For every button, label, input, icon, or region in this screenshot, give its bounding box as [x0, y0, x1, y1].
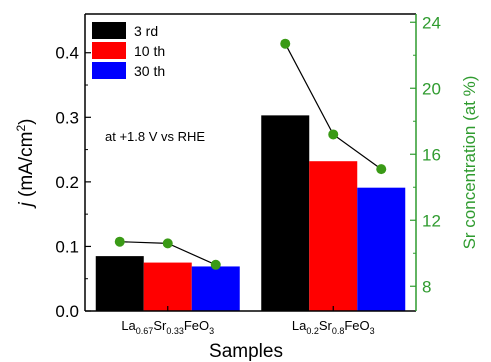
- legend-swatch-1: [92, 22, 126, 39]
- legend-label-3: 30 th: [134, 63, 165, 79]
- sr-point-1-1: [114, 236, 125, 247]
- y-tick-label-4: 0.3: [55, 108, 79, 127]
- bar-3-2: [357, 187, 406, 311]
- bar-3-1: [191, 266, 240, 311]
- y-right-tick-label-3: 16: [422, 145, 441, 164]
- sr-point-2-2: [328, 129, 339, 140]
- y-right-tick-label-2: 12: [422, 211, 441, 230]
- sr-point-2-1: [280, 38, 291, 49]
- legend-label-2: 10 th: [134, 43, 165, 59]
- x-tick-label-2: La0.2Sr0.8FeO3: [292, 318, 375, 336]
- legend-swatch-3: [92, 62, 126, 79]
- sr-point-1-2: [162, 238, 173, 249]
- y-axis-title: j (mA/cm2): [14, 119, 37, 210]
- chart-annotation: at +1.8 V vs RHE: [105, 129, 205, 144]
- y-right-axis-title: Sr concentration (at %): [460, 76, 479, 250]
- bar-2-2: [309, 161, 358, 311]
- sr-point-1-3: [210, 259, 221, 270]
- bar-1-2: [261, 115, 310, 311]
- bar-2-1: [143, 262, 192, 311]
- y-tick-label-2: 0.1: [55, 237, 79, 256]
- sr-point-2-3: [376, 164, 387, 175]
- x-axis-title: Samples: [209, 341, 283, 362]
- y-right-tick-label-4: 20: [422, 79, 441, 98]
- legend-label-1: 3 rd: [134, 23, 158, 39]
- y-tick-label-1: 0.0: [55, 302, 79, 321]
- bars-layer: [95, 115, 406, 311]
- y-right-tick-label-1: 8: [422, 277, 431, 296]
- y-tick-label-5: 0.4: [55, 44, 79, 63]
- legend-layer: 3 rd 10 th 30 th: [92, 22, 165, 79]
- x-tick-label-1: La0.67Sr0.33FeO3: [121, 318, 214, 336]
- lines-layer: [114, 38, 387, 270]
- axes-layer: 0.0 0.1 0.2 0.3 0.4 8 12 16 20 24 La0.67Sr0.33FeO3…: [14, 13, 479, 336]
- y-right-tick-label-5: 24: [422, 13, 441, 32]
- y-tick-label-3: 0.2: [55, 173, 79, 192]
- bar-1-1: [95, 256, 144, 311]
- legend-swatch-2: [92, 42, 126, 59]
